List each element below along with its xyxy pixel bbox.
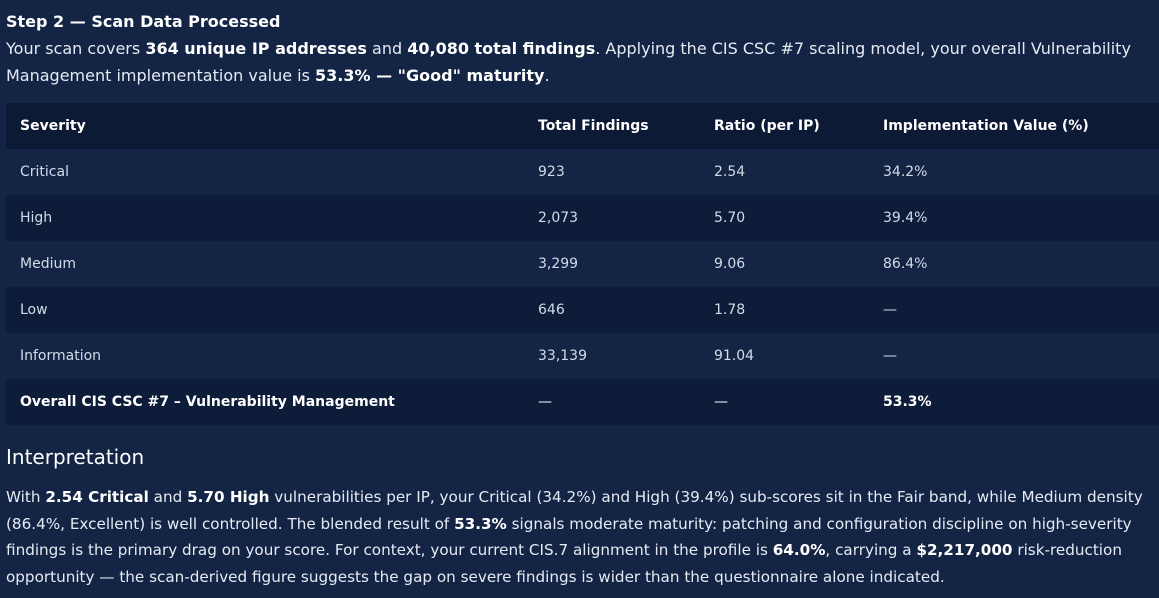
unique-ip-count: 364 unique IP addresses: [145, 39, 367, 58]
overall-row: Overall CIS CSC #7 – Vulnerability Manag…: [6, 379, 1159, 425]
total-findings-cell: 646: [524, 287, 700, 333]
total-findings-cell: 923: [524, 149, 700, 195]
table-row: Critical 923 2.54 34.2%: [6, 149, 1159, 195]
overall-implementation-value: 53.3%: [315, 65, 371, 85]
ratio-cell: 91.04: [700, 333, 869, 379]
column-header-implementation-value: Implementation Value (%): [869, 103, 1159, 149]
blended-score: 53.3%: [454, 514, 507, 533]
ratio-cell: 5.70: [700, 195, 869, 241]
table-row: Medium 3,299 9.06 86.4%: [6, 241, 1159, 287]
severity-cell: Low: [6, 287, 524, 333]
interpretation-text: With 2.54 Critical and 5.70 High vulnera…: [6, 488, 1143, 586]
column-header-ratio: Ratio (per IP): [700, 103, 869, 149]
critical-ratio: 2.54 Critical: [45, 488, 149, 506]
implementation-value-cell: 39.4%: [869, 195, 1159, 241]
total-findings-cell: 3,299: [524, 241, 700, 287]
maturity-label: "Good" maturity: [397, 65, 545, 85]
implementation-value-cell: 86.4%: [869, 241, 1159, 287]
cis7-alignment: 64.0%: [772, 541, 826, 559]
implementation-value-cell: 34.2%: [869, 149, 1159, 195]
overall-total-cell: —: [524, 379, 700, 425]
ratio-cell: 9.06: [700, 241, 869, 287]
column-header-total-findings: Total Findings: [524, 103, 700, 149]
interpretation-heading: Interpretation: [6, 445, 145, 469]
implementation-value-cell: —: [869, 333, 1159, 379]
table-row: Information 33,139 91.04 —: [6, 333, 1159, 379]
high-ratio: 5.70 High: [187, 488, 270, 506]
column-header-severity: Severity: [6, 103, 524, 149]
table-header-row: Severity Total Findings Ratio (per IP) I…: [6, 103, 1159, 149]
step-title: Step 2 — Scan Data Processed: [6, 12, 281, 31]
overall-label: Overall CIS CSC #7 – Vulnerability Manag…: [6, 379, 524, 425]
overall-ratio-cell: —: [700, 379, 869, 425]
table-row: High 2,073 5.70 39.4%: [6, 195, 1159, 241]
ratio-cell: 1.78: [700, 287, 869, 333]
severity-table: Severity Total Findings Ratio (per IP) I…: [6, 103, 1159, 425]
total-findings-count: 40,080 total findings: [407, 39, 596, 58]
severity-cell: High: [6, 195, 524, 241]
implementation-value-cell: —: [869, 287, 1159, 333]
ratio-cell: 2.54: [700, 149, 869, 195]
risk-reduction-opportunity: $2,217,000: [916, 541, 1013, 559]
severity-cell: Critical: [6, 149, 524, 195]
overall-value-cell: 53.3%: [869, 379, 1159, 425]
table-row: Low 646 1.78 —: [6, 287, 1159, 333]
severity-cell: Information: [6, 333, 524, 379]
total-findings-cell: 33,139: [524, 333, 700, 379]
severity-cell: Medium: [6, 241, 524, 287]
total-findings-cell: 2,073: [524, 195, 700, 241]
scan-summary: Your scan covers 364 unique IP addresses…: [6, 39, 1131, 85]
